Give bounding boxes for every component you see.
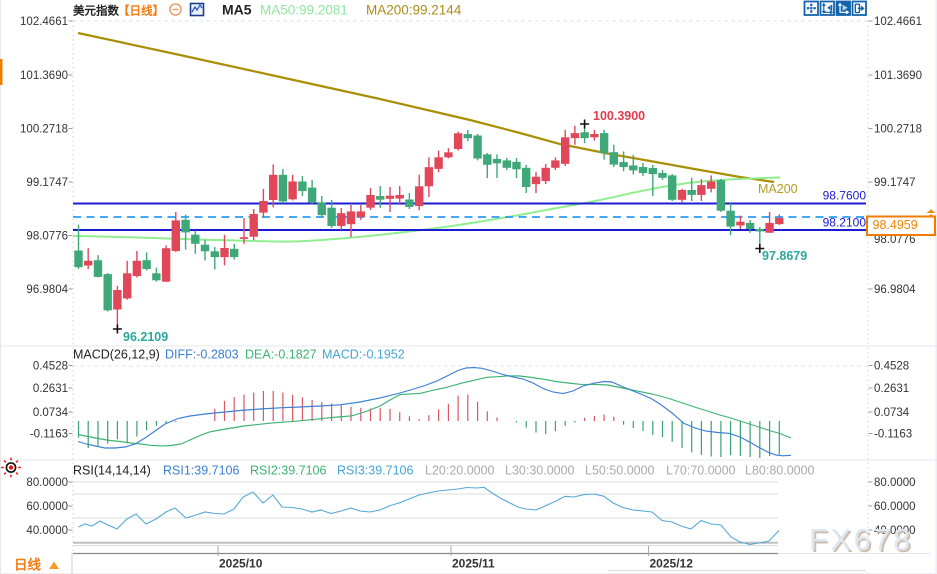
svg-text:L30:30.0000: L30:30.0000	[505, 464, 575, 478]
svg-text:0.4528: 0.4528	[33, 361, 68, 373]
svg-text:98.2100: 98.2100	[823, 216, 867, 230]
svg-text:RSI(14,14,14): RSI(14,14,14)	[73, 464, 151, 478]
svg-text:L70:70.0000: L70:70.0000	[666, 464, 736, 478]
svg-text:60.0000: 60.0000	[874, 501, 916, 513]
svg-text:101.3690: 101.3690	[20, 70, 68, 82]
svg-text:60.0000: 60.0000	[26, 501, 68, 513]
svg-text:DEA:-0.1827: DEA:-0.1827	[245, 348, 317, 362]
svg-text:98.4959: 98.4959	[873, 218, 918, 232]
svg-text:40.0000: 40.0000	[874, 525, 916, 537]
svg-text:98.0776: 98.0776	[874, 234, 916, 246]
svg-text:L50:50.0000: L50:50.0000	[585, 464, 655, 478]
svg-text:MACD(26,12,9): MACD(26,12,9)	[73, 348, 160, 362]
svg-text:100.3900: 100.3900	[593, 109, 645, 123]
svg-text:MA5: MA5	[222, 2, 252, 18]
svg-text:FX678: FX678	[809, 522, 913, 557]
svg-text:0.2631: 0.2631	[33, 383, 68, 395]
svg-text:0.0734: 0.0734	[874, 407, 910, 419]
svg-text:100.2718: 100.2718	[20, 124, 68, 136]
svg-text:0.0734: 0.0734	[33, 407, 69, 419]
svg-text:98.0776: 98.0776	[26, 231, 68, 243]
svg-text:98.7600: 98.7600	[823, 189, 867, 203]
svg-text:40.0000: 40.0000	[26, 525, 68, 537]
svg-text:80.0000: 80.0000	[874, 477, 916, 489]
svg-text:96.9804: 96.9804	[26, 284, 68, 296]
svg-text:96.2109: 96.2109	[123, 330, 168, 344]
svg-text:0.2631: 0.2631	[874, 383, 909, 395]
svg-text:2025/12: 2025/12	[650, 557, 694, 571]
svg-text:-0.1163: -0.1163	[874, 429, 912, 441]
svg-text:日线: 日线	[14, 557, 41, 573]
svg-text:102.4661: 102.4661	[20, 16, 68, 28]
svg-text:MA200:99.2144: MA200:99.2144	[366, 3, 462, 18]
svg-text:RSI1:39.7106: RSI1:39.7106	[163, 464, 239, 478]
svg-text:80.0000: 80.0000	[26, 477, 68, 489]
svg-text:RSI3:39.7106: RSI3:39.7106	[337, 464, 413, 478]
svg-text:2025/10: 2025/10	[219, 557, 263, 571]
svg-text:美元指数: 美元指数	[73, 4, 119, 18]
svg-text:DIFF:-0.2803: DIFF:-0.2803	[165, 348, 239, 362]
svg-text:MACD:-0.1952: MACD:-0.1952	[322, 348, 405, 362]
svg-text:MA50:99.2081: MA50:99.2081	[260, 3, 348, 18]
svg-text:99.1747: 99.1747	[26, 177, 68, 189]
svg-text:L20:20.0000: L20:20.0000	[425, 464, 495, 478]
svg-text:2025/11: 2025/11	[452, 557, 495, 571]
svg-text:FX678: FX678	[811, 524, 915, 559]
svg-text:96.9804: 96.9804	[874, 284, 916, 296]
svg-text:101.3690: 101.3690	[874, 70, 922, 82]
svg-text:【日线】: 【日线】	[118, 4, 164, 18]
svg-text:-0.1163: -0.1163	[30, 429, 68, 441]
svg-text:97.8679: 97.8679	[762, 249, 807, 263]
svg-text:99.1747: 99.1747	[874, 177, 916, 189]
svg-text:L80:80.0000: L80:80.0000	[745, 464, 815, 478]
svg-text:100.2718: 100.2718	[874, 124, 922, 136]
svg-text:0.4528: 0.4528	[874, 361, 909, 373]
svg-text:RSI2:39.7106: RSI2:39.7106	[250, 464, 326, 478]
svg-text:102.4661: 102.4661	[874, 16, 922, 28]
svg-text:MA200: MA200	[758, 182, 798, 196]
